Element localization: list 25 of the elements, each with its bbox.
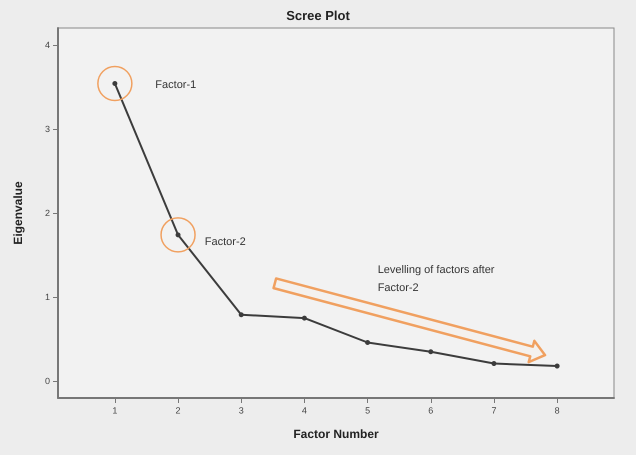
x-tick-label: 2 — [176, 406, 181, 416]
point — [365, 340, 370, 345]
x-tick-label: 3 — [238, 406, 244, 416]
point — [554, 364, 560, 369]
y-tick-label: 4 — [44, 40, 50, 50]
annotation: Factor-1 — [155, 78, 198, 94]
point — [491, 361, 496, 366]
point — [428, 349, 434, 354]
y-axis-title: Eigenvalue — [11, 180, 25, 245]
x-tick-label: 6 — [428, 406, 434, 416]
annotation: Factor-2 — [204, 235, 247, 250]
chart-title: Scree Plot — [286, 8, 350, 23]
x-tick-label: 7 — [491, 406, 496, 416]
x-tick-label: 1 — [112, 406, 118, 416]
y-tick-label: 0 — [44, 376, 50, 386]
x-tick-label: 4 — [302, 406, 307, 416]
x-axis-title: Factor Number — [293, 427, 379, 441]
y-tick-label: 1 — [44, 292, 50, 302]
x-tick-label: 8 — [554, 406, 560, 416]
annotation: Levelling of factors after Factor-2 — [378, 263, 496, 296]
y-tick-label: 3 — [44, 124, 50, 134]
y-tick-label: 2 — [44, 208, 50, 218]
x-tick-label: 5 — [365, 406, 370, 416]
point — [302, 316, 307, 321]
point — [238, 312, 244, 318]
